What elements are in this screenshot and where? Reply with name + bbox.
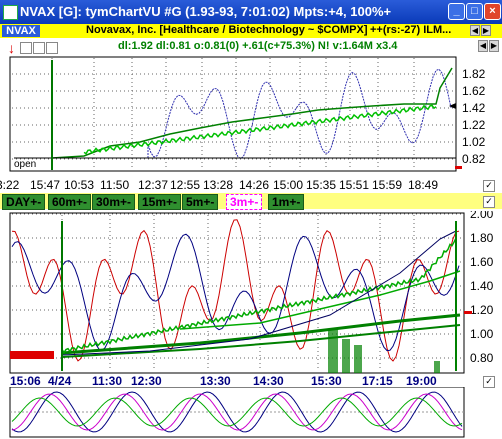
tabs-checkbox[interactable]: ✓ <box>483 196 495 208</box>
three-minute-chart[interactable]: 2.00 1.80 1.60 1.40 1.20 1.00 0.80 <box>0 211 502 376</box>
top-xtick-label: 12:55 <box>170 178 201 192</box>
minimize-button[interactable]: _ <box>448 3 465 20</box>
top-ytick-label: 1.82 <box>462 67 486 81</box>
bottom-xtick-label: 17:15 <box>362 374 393 388</box>
volume-bar-3 <box>354 345 362 373</box>
down-arrow-icon: ↓ <box>8 40 15 56</box>
bottom-chart-gridlines <box>12 213 462 371</box>
bottom-xtick-label: 14:30 <box>253 374 284 388</box>
bottom-red-oscillator <box>11 219 460 362</box>
tab-30m[interactable]: 30m+- <box>92 194 136 210</box>
top-xtick-label: 15:51 <box>339 178 370 192</box>
bottom-ytick-label: 1.60 <box>470 255 494 269</box>
bottom-xtick-label: 15:06 <box>10 374 41 388</box>
bottom-blue-oscillator <box>11 233 460 352</box>
stats-scroll-right-icon[interactable]: ▶ <box>489 40 499 52</box>
tab-1m[interactable]: 1m+- <box>268 194 305 210</box>
top-red-marker <box>455 166 462 169</box>
bottom-price-line <box>61 237 457 354</box>
maximize-button[interactable]: □ <box>466 3 483 20</box>
symbol-badge[interactable]: NVAX <box>2 25 40 37</box>
volume-bar-2 <box>342 339 350 373</box>
top-price-marker-icon <box>449 103 456 109</box>
checkbox-2[interactable] <box>33 42 45 54</box>
top-ytick-label: 1.22 <box>462 118 486 132</box>
top-price-line <box>83 104 437 155</box>
tab-60m[interactable]: 60m+- <box>48 194 92 210</box>
bottom-xtick-label: 4/24 <box>48 374 72 388</box>
bottom-ytick-label: 1.00 <box>470 327 494 341</box>
top-xtick-label: 18:49 <box>408 178 439 192</box>
stats-line: dl:1.92 dl:0.81 o:0.81(0) +.61(c+75.3%) … <box>118 40 398 52</box>
bottom-moving-average-long <box>61 313 461 355</box>
tab-5m[interactable]: 5m+- <box>182 194 219 210</box>
bottom-chart-ytick-group: 2.00 1.80 1.60 1.40 1.20 1.00 0.80 <box>470 211 494 365</box>
top-xtick-label: 13:28 <box>203 178 234 192</box>
checkbox-1[interactable] <box>20 42 32 54</box>
rs-indicator: ++(rs:-27) ILM... <box>370 24 452 36</box>
bottom-xtick-label: 15:30 <box>311 374 342 388</box>
top-xtick-label: 15:35 <box>306 178 337 192</box>
bottom-axis-checkbox[interactable]: ✓ <box>483 376 495 388</box>
bottom-ytick-label: 0.80 <box>470 351 494 365</box>
top-xtick-label: 15:00 <box>273 178 304 192</box>
bottom-ytick-label: 1.80 <box>470 231 494 245</box>
stochastic-panel[interactable] <box>0 387 502 439</box>
tab-day[interactable]: DAY+- <box>2 194 46 210</box>
intraday-price-chart[interactable]: 1.82 1.62 1.42 1.22 1.02 0.82 open <box>0 54 502 176</box>
bottom-ytick-label: 1.20 <box>470 303 494 317</box>
bottom-xtick-label: 12:30 <box>131 374 162 388</box>
bottom-red-marker <box>464 311 472 314</box>
volume-bar-4 <box>434 361 440 373</box>
bottom-ytick-label: 2.00 <box>470 211 494 221</box>
top-moving-average <box>51 67 453 159</box>
top-xtick-label: 12:37 <box>138 178 169 192</box>
bottom-chart-frame <box>9 212 465 374</box>
stochastic-signal-line <box>11 397 463 427</box>
top-ytick-label: 1.42 <box>462 101 486 115</box>
top-ytick-label: 1.02 <box>462 135 486 149</box>
top-xtick-label: 10:53 <box>64 178 95 192</box>
stochastic-d-line <box>11 393 463 431</box>
bottom-ytick-label: 1.40 <box>470 279 494 293</box>
open-label: open <box>14 159 36 170</box>
top-xtick-label: 15:47 <box>30 178 61 192</box>
bottom-red-block <box>10 351 54 359</box>
top-xtick-label: 3:22 <box>0 178 20 192</box>
bottom-envelope-line <box>61 230 457 356</box>
scroll-left-icon[interactable]: ◀ <box>470 25 480 36</box>
bottom-xtick-label: 11:30 <box>92 374 123 388</box>
scroll-right-icon[interactable]: ▶ <box>481 25 491 36</box>
timeframe-tab-bar: DAY+- 60m+- 30m+- 15m+- 5m+- 3m+- 1m+- ✓ <box>0 193 502 210</box>
stochastic-k-line <box>11 391 463 433</box>
top-axis-checkbox[interactable]: ✓ <box>483 180 495 192</box>
top-oscillator-line <box>52 68 452 160</box>
checkbox-3[interactable] <box>46 42 58 54</box>
top-chart-ytick-group: 1.82 1.62 1.42 1.22 1.02 0.82 <box>462 67 486 166</box>
window-title-bar[interactable]: NVAX [G]: tymChartVU #G (1.93-93, 7:01:0… <box>0 0 502 24</box>
app-icon <box>3 5 18 20</box>
close-button[interactable]: × <box>484 3 501 20</box>
bottom-xtick-label: 19:00 <box>406 374 437 388</box>
stats-scroll-left-icon[interactable]: ◀ <box>478 40 488 52</box>
tab-3m[interactable]: 3m+- <box>226 194 263 210</box>
top-ytick-label: 0.82 <box>462 152 486 166</box>
bottom-moving-average-short <box>179 270 461 330</box>
volume-bar-1 <box>328 329 338 373</box>
tab-15m[interactable]: 15m+- <box>138 194 182 210</box>
top-xtick-label: 14:26 <box>239 178 270 192</box>
top-ytick-label: 1.62 <box>462 84 486 98</box>
top-xtick-label: 15:59 <box>372 178 403 192</box>
company-description: Novavax, Inc. [Healthcare / Biotechnolog… <box>86 24 368 36</box>
bottom-moving-average-mid <box>61 324 461 358</box>
window-title: NVAX [G]: tymChartVU #G (1.93-93, 7:01:0… <box>20 4 392 19</box>
info-bar: NVAX Novavax, Inc. [Healthcare / Biotech… <box>0 24 502 38</box>
bottom-xtick-label: 13:30 <box>200 374 231 388</box>
top-xtick-label: 11:50 <box>100 178 130 192</box>
